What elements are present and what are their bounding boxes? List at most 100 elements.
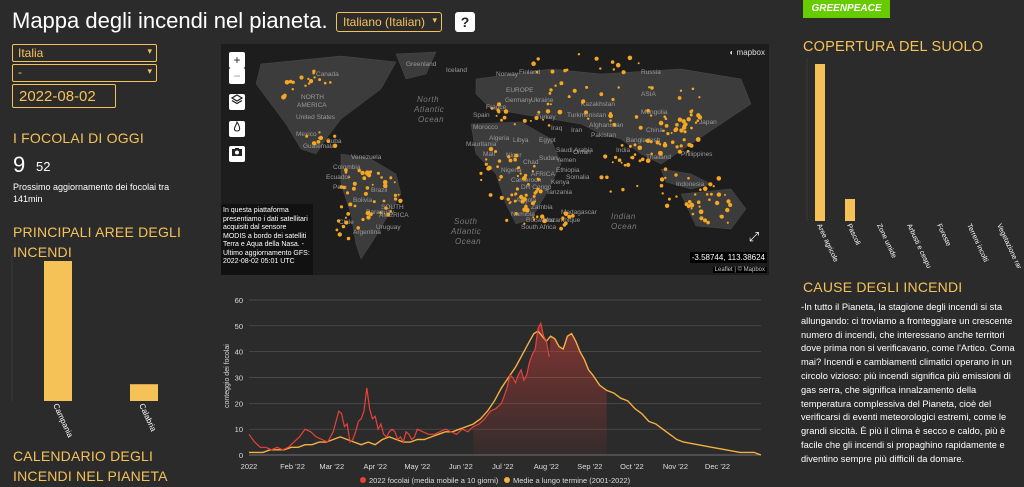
zoom-in-button[interactable]: +	[229, 52, 245, 68]
fire-dot	[532, 218, 536, 221]
locate-button[interactable]	[229, 120, 245, 137]
calendar-heading: CALENDARIO DEGLI INCENDI NEL PIANETA	[13, 448, 168, 484]
fire-dot	[612, 122, 617, 127]
series-avg-line[interactable]	[249, 330, 762, 456]
fire-dot	[532, 216, 535, 219]
fire-dot	[677, 117, 683, 122]
fire-dot	[499, 175, 503, 179]
chevron-down-icon: ▾	[432, 15, 437, 25]
region-select[interactable]: - ▾	[12, 64, 157, 82]
fire-dot	[514, 153, 519, 158]
greenpeace-logo[interactable]: GREENPEACE	[803, 0, 890, 18]
fire-map[interactable]: North Atlantic Ocean South Atlantic Ocea…	[221, 44, 769, 275]
fire-dot	[508, 158, 513, 163]
fire-dot	[318, 136, 321, 140]
country-value: Italia	[18, 46, 44, 60]
map-label-argentina: Argentina	[353, 229, 381, 236]
area-bar-campania[interactable]	[44, 261, 72, 401]
fire-dot	[683, 130, 687, 134]
land-cover-label: Aree agricole	[815, 223, 839, 263]
australia-shape	[680, 188, 747, 230]
fire-dot	[617, 158, 622, 162]
fire-dot	[691, 212, 695, 216]
land-cover-bar[interactable]	[815, 64, 825, 221]
fire-dot	[336, 219, 341, 223]
area-bar-calabria[interactable]	[130, 384, 158, 401]
today-count-main: 9	[13, 152, 26, 177]
fire-dot	[664, 117, 668, 120]
zoom-out-button[interactable]: −	[229, 68, 245, 84]
map-label-thailand: Thailand	[646, 154, 671, 161]
fire-dot	[532, 194, 536, 198]
fire-dot	[502, 115, 507, 120]
fire-dot	[357, 168, 361, 173]
land-cover-bars	[815, 64, 855, 221]
fire-dot	[650, 86, 654, 90]
areas-heading: PRINCIPALI AREE DEGLI INCENDI	[13, 224, 182, 260]
fire-dot	[291, 80, 295, 84]
fire-dot	[659, 177, 665, 182]
causes-text: -In tutto il Pianeta, la stagione degli …	[801, 302, 1015, 464]
fire-dot	[686, 117, 691, 122]
fire-dot	[397, 193, 400, 196]
fire-dot	[689, 113, 693, 117]
fire-dot	[663, 167, 668, 171]
fire-dot	[620, 161, 623, 164]
fire-dot	[698, 205, 701, 208]
map-label-guatemala: Guatemala	[303, 143, 335, 150]
fire-dot	[376, 171, 380, 175]
fire-dot	[617, 86, 620, 89]
legend-2022-marker[interactable]	[360, 477, 366, 483]
fire-dot	[645, 158, 651, 163]
fire-dot	[393, 197, 398, 201]
map-label-south-africa: South Africa	[521, 224, 556, 231]
map-label-cameroon: Cameroon	[511, 177, 542, 184]
fire-dot	[666, 132, 670, 136]
today-count-secondary: 52	[36, 159, 51, 174]
fire-dot	[708, 182, 713, 187]
map-label-morocco: Morocco	[473, 124, 498, 131]
map-label-turkmenistan: Turkmenistan	[567, 112, 607, 119]
fire-dot	[346, 212, 351, 216]
fire-dot	[488, 193, 493, 197]
fire-dot	[313, 76, 316, 79]
legend-avg-marker[interactable]	[504, 477, 510, 483]
fire-dot	[329, 81, 332, 84]
fire-dot	[681, 119, 686, 124]
country-select[interactable]: Italia ▾	[12, 44, 157, 62]
help-button[interactable]: ?	[455, 12, 475, 32]
fire-dot	[559, 81, 564, 86]
map-label-indian-2: Ocean	[611, 222, 637, 231]
screenshot-button[interactable]	[229, 146, 245, 162]
fire-dot	[726, 221, 729, 224]
map-label-greenland: Greenland	[406, 61, 437, 68]
fire-dot	[352, 181, 357, 186]
land-cover-label: Vegetazione rada	[995, 223, 1023, 268]
series-2022-line[interactable]	[248, 321, 550, 451]
map-coordinates: -3.58744, 113.38624	[689, 252, 767, 263]
language-select[interactable]: Italiano (Italian) ▾	[336, 12, 442, 32]
fire-dot	[649, 140, 653, 144]
date-input[interactable]: 2022-08-02	[12, 84, 116, 108]
fire-dot	[530, 201, 535, 206]
map-label-algeria: Algeria	[489, 135, 510, 142]
layers-button[interactable]	[229, 94, 245, 110]
fire-dot	[633, 143, 637, 147]
land-cover-label: Terreni incolti	[965, 223, 989, 264]
fire-dot	[639, 146, 642, 149]
x-tick-label: Apr '22	[363, 462, 387, 471]
fire-dot	[549, 88, 553, 92]
legend-2022-label[interactable]: 2022 focolai (media mobile a 10 giorni)	[369, 476, 499, 485]
map-attribution[interactable]: Leaflet | © Mapbox	[712, 267, 767, 273]
fire-dot	[494, 150, 498, 153]
fire-dot	[698, 96, 701, 99]
fullscreen-icon[interactable]: ⤢	[748, 229, 760, 244]
legend-avg-label[interactable]: Medie a lungo termine (2001-2022)	[513, 476, 631, 485]
map-label-france: France	[486, 104, 507, 111]
land-cover-bar[interactable]	[845, 199, 855, 221]
fire-dot	[615, 62, 621, 68]
fire-dot	[675, 123, 679, 127]
fire-dot	[307, 77, 310, 81]
land-cover-label: Pascoli	[845, 223, 861, 247]
fire-dot	[684, 122, 688, 126]
